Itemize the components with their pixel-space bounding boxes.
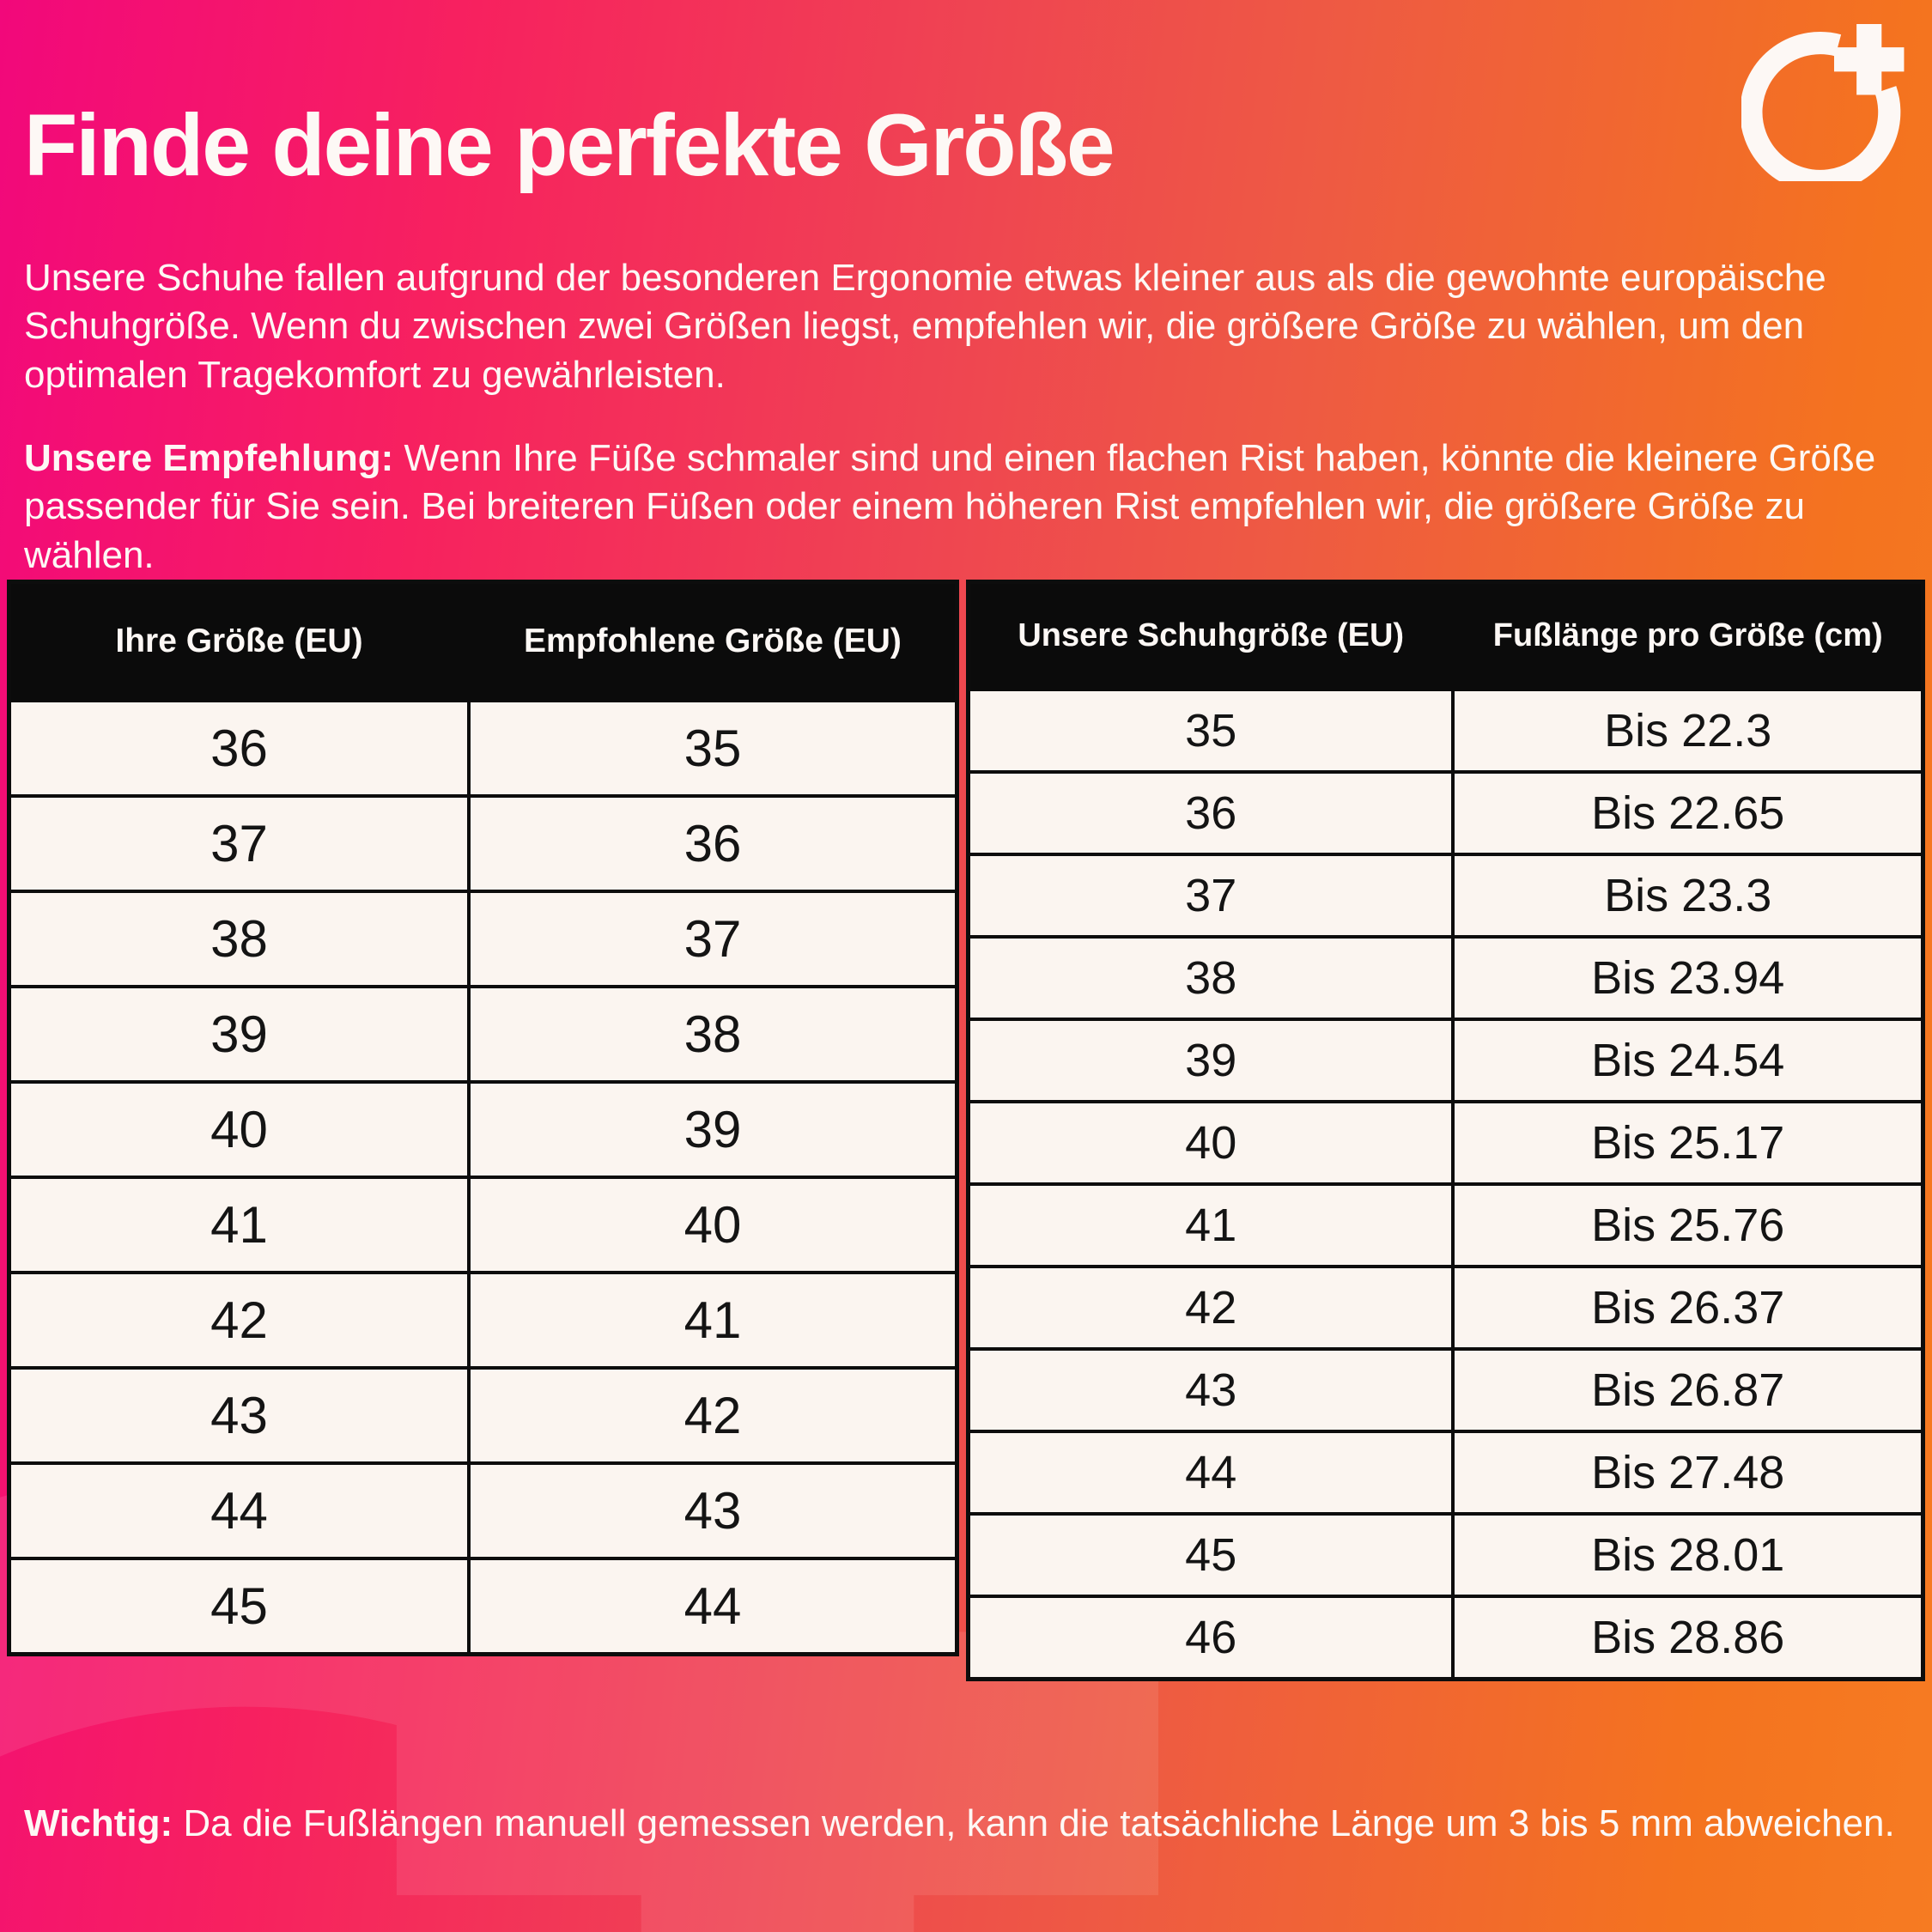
table-cell: 37 [7, 794, 471, 893]
size-recommendation-table: Ihre Größe (EU) Empfohlene Größe (EU) 36… [7, 580, 959, 1656]
table-cell: Bis 25.76 [1451, 1182, 1925, 1268]
table-cell: 43 [466, 1461, 959, 1560]
table-cell: 36 [466, 794, 959, 893]
column-header-recommended-size: Empfohlene Größe (EU) [466, 580, 959, 702]
table-cell: Bis 26.87 [1451, 1347, 1925, 1433]
table-cell: 37 [466, 890, 959, 988]
table-cell: 41 [966, 1182, 1455, 1268]
table-cell: 44 [966, 1430, 1455, 1516]
table-cell: 36 [966, 770, 1455, 856]
recommendation-text: Wenn Ihre Füße schmaler sind und einen f… [24, 437, 1876, 576]
table-cell: Bis 26.37 [1451, 1265, 1925, 1351]
table-cell: Bis 23.3 [1451, 853, 1925, 939]
table-row: 39 Bis 24.54 [966, 1018, 1925, 1103]
table-cell: 35 [966, 688, 1455, 774]
table-cell: 44 [7, 1461, 471, 1560]
table-row: 42 41 [7, 1271, 959, 1370]
table-row: 40 39 [7, 1080, 959, 1179]
table-cell: Bis 25.17 [1451, 1100, 1925, 1186]
table-cell: Bis 28.01 [1451, 1512, 1925, 1598]
table-cell: 44 [466, 1557, 959, 1656]
table-cell: 43 [966, 1347, 1455, 1433]
important-note-label: Wichtig: [24, 1802, 173, 1844]
table-row: 40 Bis 25.17 [966, 1100, 1925, 1186]
recommendation-paragraph: Unsere Empfehlung: Wenn Ihre Füße schmal… [24, 434, 1909, 580]
table-cell: 46 [966, 1595, 1455, 1681]
table-row: 36 35 [7, 699, 959, 798]
table-cell: 38 [7, 890, 471, 988]
table-row: 36 Bis 22.65 [966, 770, 1925, 856]
table-row: 41 40 [7, 1176, 959, 1274]
intro-paragraph: Unsere Schuhe fallen aufgrund der besond… [24, 257, 1826, 396]
table-header-row: Unsere Schuhgröße (EU) Fußlänge pro Größ… [966, 580, 1925, 691]
page-title: Finde deine perfekte Größe [24, 96, 1115, 195]
table-row: 46 Bis 28.86 [966, 1595, 1925, 1681]
table-cell: 38 [466, 985, 959, 1084]
foot-length-table: Unsere Schuhgröße (EU) Fußlänge pro Größ… [966, 580, 1925, 1681]
important-note: Wichtig: Da die Fußlängen manuell gemess… [24, 1800, 1909, 1848]
table-cell: 37 [966, 853, 1455, 939]
table-row: 37 Bis 23.3 [966, 853, 1925, 939]
table-row: 43 Bis 26.87 [966, 1347, 1925, 1433]
table-cell: 36 [7, 699, 471, 798]
table-row: 42 Bis 26.37 [966, 1265, 1925, 1351]
table-cell: 40 [466, 1176, 959, 1274]
table-row: 38 Bis 23.94 [966, 935, 1925, 1021]
table-cell: 40 [966, 1100, 1455, 1186]
table-cell: 38 [966, 935, 1455, 1021]
table-cell: 42 [7, 1271, 471, 1370]
table-cell: Bis 22.3 [1451, 688, 1925, 774]
table-cell: 42 [966, 1265, 1455, 1351]
table-row: 45 44 [7, 1557, 959, 1656]
table-row: 37 36 [7, 794, 959, 893]
column-header-your-size: Ihre Größe (EU) [7, 580, 471, 702]
table-cell: Bis 27.48 [1451, 1430, 1925, 1516]
table-cell: 39 [7, 985, 471, 1084]
table-row: 39 38 [7, 985, 959, 1084]
table-cell: 41 [466, 1271, 959, 1370]
table-row: 38 37 [7, 890, 959, 988]
table-cell: 39 [466, 1080, 959, 1179]
table-cell: 41 [7, 1176, 471, 1274]
important-note-text: Da die Fußlängen manuell gemessen werden… [173, 1802, 1895, 1844]
table-cell: 42 [466, 1366, 959, 1465]
table-cell: Bis 28.86 [1451, 1595, 1925, 1681]
table-cell: Bis 23.94 [1451, 935, 1925, 1021]
table-cell: 35 [466, 699, 959, 798]
circle-plus-logo-icon [1740, 21, 1923, 193]
table-cell: 43 [7, 1366, 471, 1465]
table-cell: 40 [7, 1080, 471, 1179]
table-cell: 45 [7, 1557, 471, 1656]
column-header-our-shoe-size: Unsere Schuhgröße (EU) [966, 580, 1455, 691]
table-cell: 45 [966, 1512, 1455, 1598]
table-row: 44 Bis 27.48 [966, 1430, 1925, 1516]
table-row: 45 Bis 28.01 [966, 1512, 1925, 1598]
table-cell: Bis 22.65 [1451, 770, 1925, 856]
column-header-foot-length: Fußlänge pro Größe (cm) [1451, 580, 1925, 691]
table-row: 44 43 [7, 1461, 959, 1560]
recommendation-label: Unsere Empfehlung: [24, 437, 394, 479]
table-row: 43 42 [7, 1366, 959, 1465]
table-cell: 39 [966, 1018, 1455, 1103]
table-row: 41 Bis 25.76 [966, 1182, 1925, 1268]
table-header-row: Ihre Größe (EU) Empfohlene Größe (EU) [7, 580, 959, 702]
table-cell: Bis 24.54 [1451, 1018, 1925, 1103]
table-row: 35 Bis 22.3 [966, 688, 1925, 774]
